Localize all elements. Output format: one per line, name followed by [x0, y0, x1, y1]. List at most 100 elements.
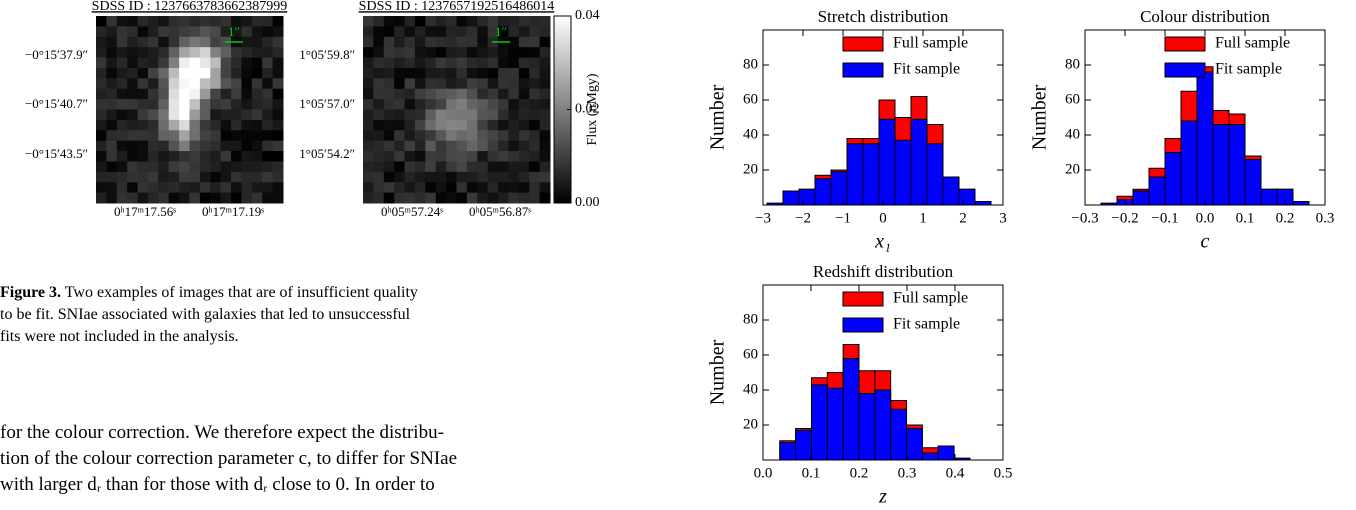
pixel	[137, 171, 149, 183]
pixel	[477, 151, 489, 162]
pixel	[127, 182, 139, 194]
y-tick-label: 40	[1065, 126, 1080, 142]
pixel	[147, 26, 159, 38]
pixel	[272, 151, 284, 162]
pixel	[210, 171, 222, 183]
pixel	[414, 99, 426, 110]
pixel	[96, 119, 107, 131]
pixel	[487, 171, 499, 183]
pixel	[466, 119, 478, 131]
hist-bar	[937, 445, 955, 461]
pixel	[158, 109, 170, 121]
pixel	[96, 26, 107, 38]
pixel	[137, 16, 149, 27]
pixel	[179, 47, 190, 59]
hist-bar	[1260, 188, 1278, 206]
pixel	[508, 171, 520, 183]
x-tick-label: 0.3	[1316, 210, 1335, 226]
pixel	[168, 47, 180, 59]
hist-bar	[890, 408, 908, 461]
pixel	[96, 88, 107, 100]
pixel	[435, 26, 447, 38]
pixel	[498, 109, 509, 121]
pixel	[199, 109, 211, 121]
pixel	[106, 130, 118, 142]
x-tick-label: 0.2	[1276, 210, 1295, 226]
pixel	[137, 151, 149, 162]
pixel	[466, 171, 478, 183]
pixel	[383, 140, 395, 152]
pixel	[498, 26, 509, 38]
pixel	[272, 119, 284, 131]
pixel	[147, 161, 159, 173]
pixel	[456, 99, 468, 110]
pixel	[106, 182, 118, 194]
pixel	[394, 119, 406, 131]
pixel	[147, 67, 159, 79]
pixel	[231, 47, 242, 59]
pixel	[241, 88, 253, 100]
pixel	[518, 47, 530, 59]
pixel	[373, 16, 385, 27]
pixel	[137, 67, 149, 79]
pixel	[231, 130, 242, 142]
pixel	[394, 57, 406, 69]
pixel	[518, 88, 530, 100]
pixel	[487, 140, 499, 152]
x-tick-label: 0.4	[946, 465, 965, 481]
pixel	[425, 78, 437, 90]
pixel	[477, 119, 489, 131]
pixel	[231, 16, 242, 27]
pixel	[394, 182, 406, 194]
y-axis-label: Number	[1029, 84, 1051, 150]
pixel	[373, 47, 385, 59]
pixel	[383, 36, 395, 48]
pixel	[168, 109, 180, 121]
pixel	[383, 171, 395, 183]
pixel	[106, 88, 118, 100]
pixel	[199, 130, 211, 142]
pixel	[127, 171, 139, 183]
colorbar-tick-label: 0.02	[575, 102, 600, 117]
hist-bar	[858, 393, 876, 461]
colorbar-label: Flux (nMgy)	[585, 73, 600, 145]
pixel	[383, 16, 395, 27]
pixel	[116, 78, 128, 90]
pixel	[158, 57, 170, 69]
pixel	[487, 57, 499, 69]
pixel	[116, 130, 128, 142]
legend-swatch	[1164, 36, 1206, 52]
pixel	[272, 192, 284, 204]
pixel	[456, 16, 468, 27]
pixel	[231, 119, 242, 131]
pixel	[272, 88, 284, 100]
pixel	[241, 192, 253, 204]
pixel	[435, 16, 447, 27]
pixel	[477, 192, 489, 204]
pixel	[189, 67, 201, 79]
pixel	[404, 161, 416, 173]
pixel	[425, 99, 437, 110]
pixel	[251, 171, 263, 183]
pixel	[456, 171, 468, 183]
pixel	[220, 99, 232, 110]
pixel	[394, 16, 406, 27]
hist-bar	[974, 201, 992, 206]
pixel	[199, 36, 211, 48]
pixel	[199, 26, 211, 38]
pixel	[147, 57, 159, 69]
pixel	[106, 171, 118, 183]
legend-swatch	[842, 317, 884, 333]
pixel	[425, 119, 437, 131]
pixel	[425, 67, 437, 79]
pixel	[425, 16, 437, 27]
pixel	[529, 192, 541, 204]
pixel	[158, 16, 170, 27]
pixel	[373, 99, 385, 110]
pixel	[414, 36, 426, 48]
legend-label: Full sample	[893, 35, 968, 52]
legend-swatch	[842, 36, 884, 52]
pixel	[394, 171, 406, 183]
pixel	[477, 161, 489, 173]
pixel	[168, 140, 180, 152]
